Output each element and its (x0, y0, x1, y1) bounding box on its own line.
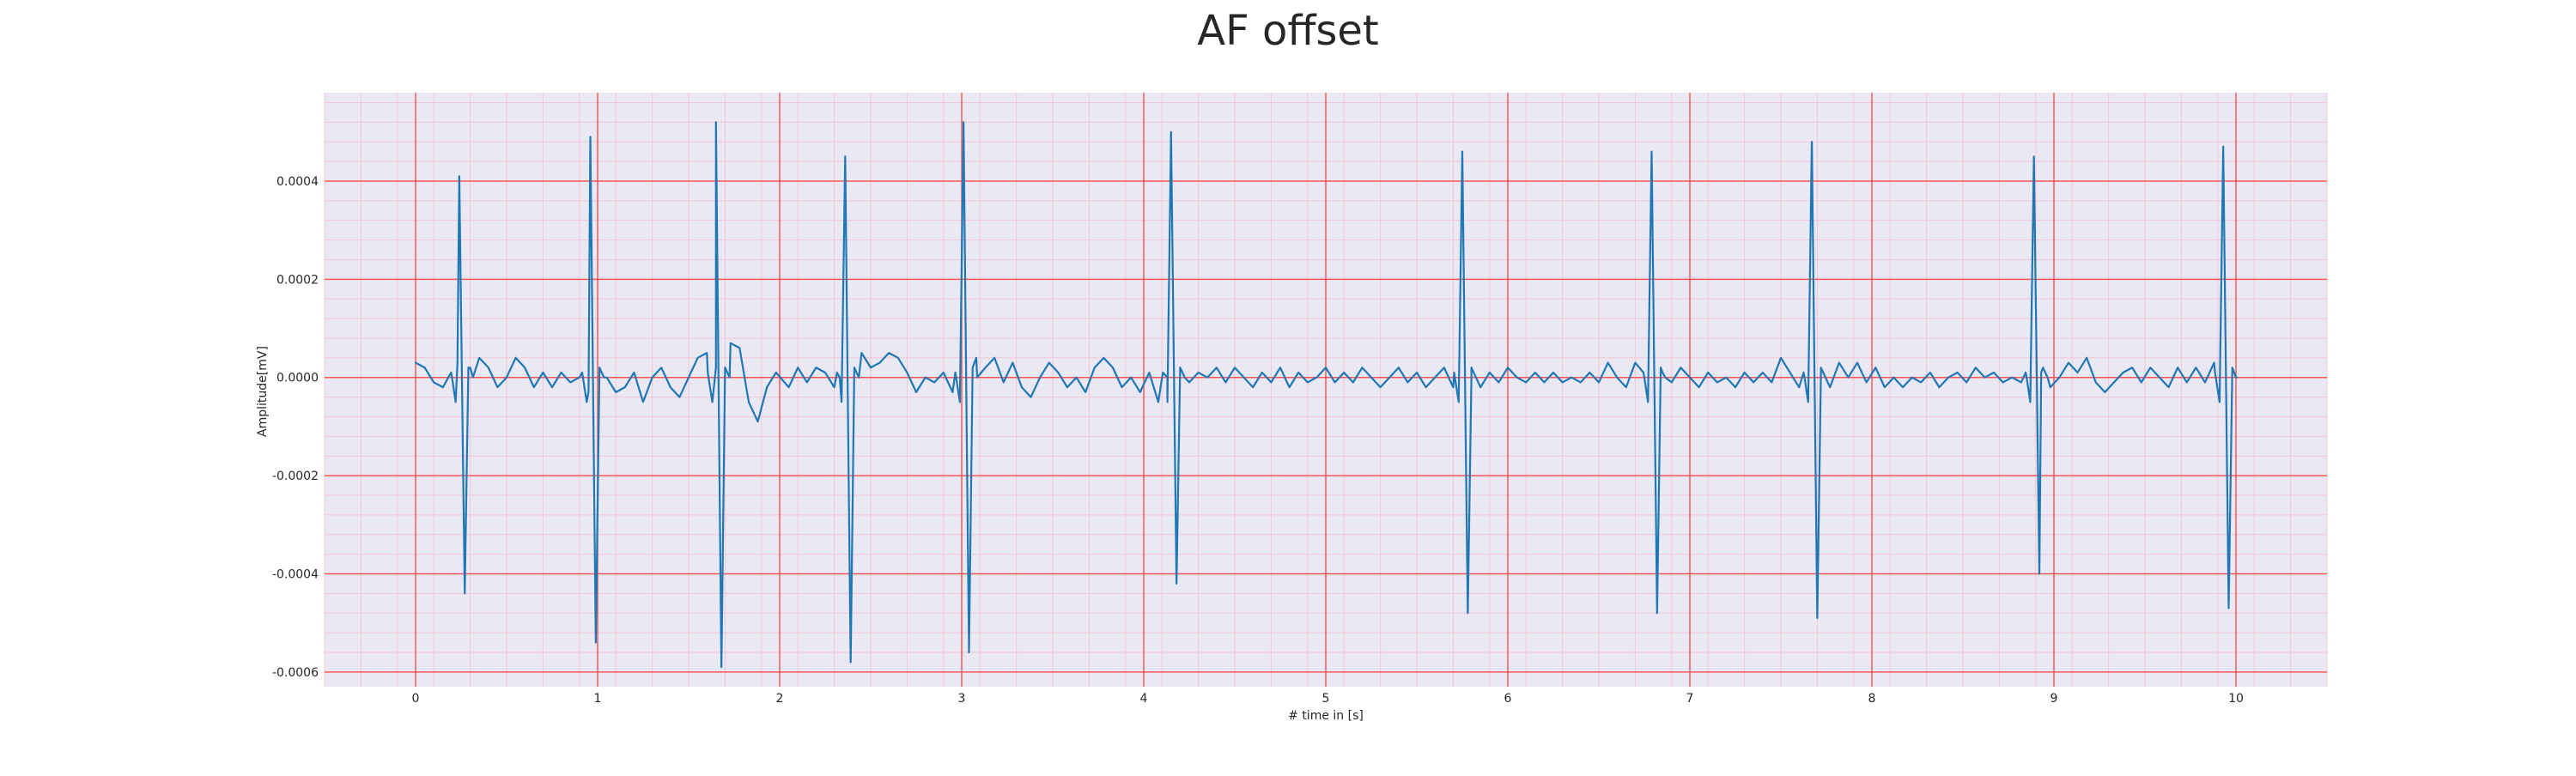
x-tick-label: 10 (2228, 692, 2244, 706)
x-tick-label: 4 (1140, 692, 1148, 706)
x-tick-label: 8 (1868, 692, 1876, 706)
y-axis-label: Amplitude[mV] (256, 346, 270, 437)
x-tick-label: 2 (776, 692, 784, 706)
y-tick-label: -0.0002 (272, 470, 319, 483)
x-tick-label: 3 (958, 692, 966, 706)
y-axis-ticks: -0.0006 -0.0004 -0.0002 0.0000 0.0002 0.0004 (272, 175, 319, 680)
chart-title: AF offset (1197, 7, 1379, 55)
x-tick-label: 6 (1504, 692, 1512, 706)
y-tick-label: 0.0004 (276, 175, 319, 189)
ecg-signal-line (414, 121, 2239, 669)
x-axis-label: # time in [s] (1288, 709, 1364, 723)
x-tick-label: 0 (412, 692, 420, 706)
y-tick-label: -0.0006 (272, 666, 319, 680)
x-tick-label: 7 (1686, 692, 1694, 706)
x-tick-label: 1 (594, 692, 602, 706)
y-tick-label: 0.0002 (276, 273, 319, 287)
major-grid (325, 93, 2327, 687)
x-axis-ticks: 0 1 2 3 4 5 6 7 8 9 10 (412, 692, 2244, 706)
y-tick-label: 0.0000 (276, 372, 319, 385)
y-tick-label: -0.0004 (272, 567, 319, 581)
x-tick-label: 5 (1322, 692, 1330, 706)
x-tick-label: 9 (2050, 692, 2058, 706)
series-layer (414, 121, 2239, 669)
